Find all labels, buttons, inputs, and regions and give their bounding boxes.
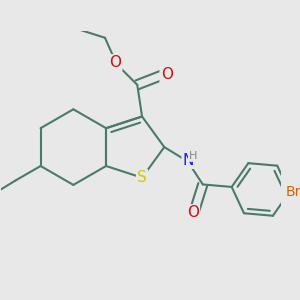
Text: S: S (137, 170, 147, 185)
Text: H: H (188, 151, 197, 161)
Text: O: O (160, 67, 172, 82)
Text: O: O (109, 55, 121, 70)
Text: N: N (183, 153, 194, 168)
Text: Br: Br (285, 185, 300, 199)
Text: O: O (187, 205, 199, 220)
